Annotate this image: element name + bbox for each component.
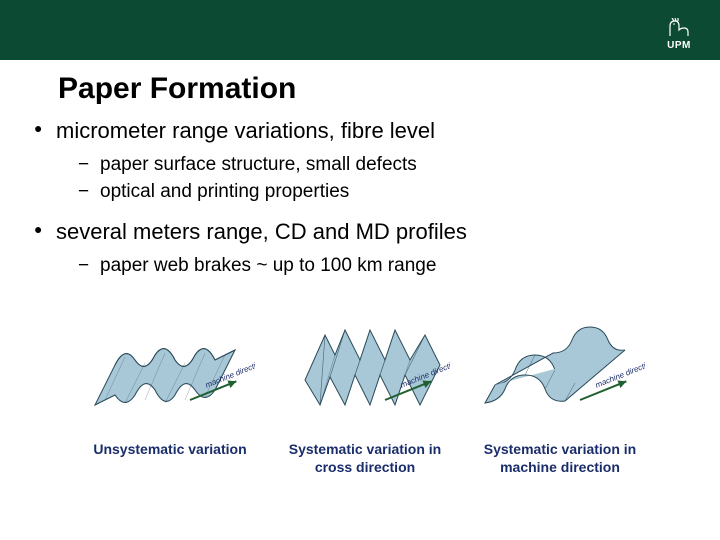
bullet-item: micrometer range variations, fibre level… [34, 118, 674, 205]
figure-caption: Systematic variation in cross direction [275, 440, 455, 476]
sub-item: paper web brakes ~ up to 100 km range [78, 253, 674, 280]
figure-cell: machine direction Unsystematic variation [80, 300, 260, 476]
figure-caption: Unsystematic variation [80, 440, 260, 458]
surface-diagram-cross: machine direction [280, 300, 450, 430]
sub-item: optical and printing properties [78, 179, 674, 206]
slide-title: Paper Formation [58, 72, 296, 106]
figure-cell: machine direction Systematic variation i… [470, 300, 650, 476]
bullet-list: micrometer range variations, fibre level… [34, 118, 674, 280]
bullet-item: several meters range, CD and MD profiles… [34, 219, 674, 280]
surface-diagram-random: machine direction [85, 300, 255, 430]
header-bar: UPM [0, 0, 720, 60]
bullet-text: micrometer range variations, fibre level [56, 118, 435, 143]
content-area: micrometer range variations, fibre level… [34, 118, 674, 294]
figure-row: machine direction Unsystematic variation… [80, 300, 650, 476]
surface-diagram-machine: machine direction [475, 300, 645, 430]
bullet-text: several meters range, CD and MD profiles [56, 219, 467, 244]
figure-caption: Systematic variation in machine directio… [470, 440, 650, 476]
brand-logo: UPM [666, 18, 692, 51]
figure-cell: machine direction Systematic variation i… [275, 300, 455, 476]
sub-item: paper surface structure, small defects [78, 152, 674, 179]
griffin-icon [666, 18, 692, 38]
sub-list: paper surface structure, small defects o… [78, 152, 674, 205]
sub-list: paper web brakes ~ up to 100 km range [78, 253, 674, 280]
logo-text: UPM [667, 40, 691, 51]
